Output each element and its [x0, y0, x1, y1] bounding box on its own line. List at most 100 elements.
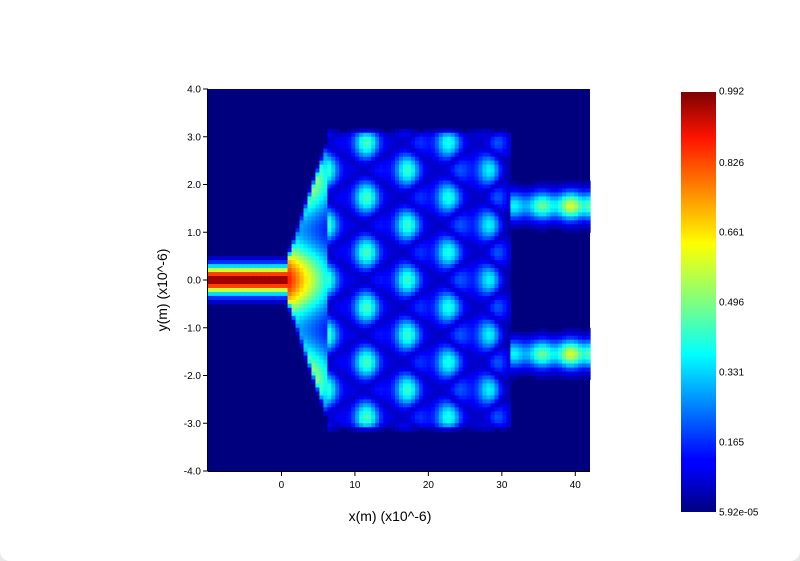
heatmap-cell — [522, 347, 527, 353]
heatmap-cell — [307, 359, 313, 365]
heatmap-cell — [343, 204, 348, 209]
heatmap-cell — [474, 248, 480, 253]
heatmap-cell — [442, 391, 448, 396]
heatmap-cell — [434, 196, 440, 202]
heatmap-cell — [470, 383, 476, 389]
heatmap-cell — [550, 343, 555, 349]
heatmap-cell — [315, 347, 321, 353]
heatmap-cell — [414, 220, 420, 225]
heatmap-cell — [522, 200, 527, 205]
heatmap-cell — [426, 335, 432, 341]
heatmap-cell — [458, 152, 464, 158]
heatmap-cell — [558, 220, 563, 225]
heatmap-cell — [410, 276, 416, 281]
heatmap-cell — [331, 291, 336, 297]
heatmap-cell — [367, 379, 372, 385]
heatmap-cell — [426, 144, 432, 150]
heatmap-cell — [426, 208, 432, 213]
heatmap-cell — [454, 252, 460, 257]
heatmap-cell — [255, 287, 261, 293]
heatmap-cell — [387, 415, 392, 420]
heatmap-cell — [387, 236, 392, 241]
heatmap-cell — [239, 260, 245, 265]
heatmap-cell — [550, 331, 555, 337]
heatmap-cell — [402, 407, 408, 412]
heatmap-cell — [371, 319, 376, 325]
heatmap-cell — [327, 244, 332, 249]
heatmap-cell — [347, 283, 352, 289]
heatmap-cell — [311, 299, 317, 305]
heatmap-cell — [406, 399, 412, 404]
heatmap-cell — [494, 148, 500, 154]
heatmap-cell — [430, 363, 436, 369]
heatmap-cell — [426, 343, 432, 349]
heatmap-cell — [482, 395, 488, 400]
heatmap-cell — [335, 216, 340, 221]
heatmap-cell — [426, 331, 432, 337]
heatmap-cell — [442, 172, 448, 178]
heatmap-cell — [526, 188, 531, 194]
heatmap-cell — [399, 379, 404, 385]
heatmap-cell — [426, 419, 432, 424]
heatmap-cell — [323, 192, 328, 198]
heatmap-cell — [351, 399, 356, 404]
heatmap-cell — [351, 228, 356, 233]
heatmap-cell — [375, 220, 380, 225]
heatmap-cell — [375, 339, 380, 345]
heatmap-cell — [426, 395, 432, 400]
heatmap-cell — [430, 184, 436, 190]
heatmap-cell — [426, 375, 432, 381]
heatmap-cell — [303, 224, 309, 229]
heatmap-cell — [478, 224, 484, 229]
heatmap-cell — [414, 156, 420, 162]
heatmap-cell — [395, 291, 400, 297]
heatmap-cell — [399, 347, 404, 353]
heatmap-cell — [438, 323, 444, 329]
heatmap-cell — [327, 248, 332, 253]
heatmap-cell — [454, 355, 460, 361]
heatmap-cell — [486, 327, 492, 333]
heatmap-cell — [383, 196, 388, 202]
heatmap-cell — [454, 200, 460, 205]
heatmap-cell — [327, 136, 332, 142]
heatmap-cell — [347, 144, 352, 150]
heatmap-cell — [486, 204, 492, 209]
heatmap-cell — [367, 387, 372, 393]
heatmap-cell — [379, 415, 384, 420]
heatmap-cell — [470, 295, 476, 301]
heatmap-cell — [410, 375, 416, 381]
heatmap-cell — [410, 140, 416, 146]
heatmap-cell — [554, 200, 559, 205]
heatmap-cell — [466, 192, 472, 198]
heatmap-cell — [387, 423, 392, 428]
heatmap-cell — [506, 172, 512, 178]
heatmap-cell — [558, 212, 563, 217]
heatmap-cell — [255, 283, 261, 289]
heatmap-cell — [391, 208, 396, 213]
heatmap-cell — [498, 283, 504, 289]
heatmap-cell — [371, 315, 376, 321]
heatmap-cell — [482, 168, 488, 174]
heatmap-cell — [355, 128, 360, 134]
heatmap-cell — [518, 347, 523, 353]
heatmap-cell — [367, 260, 372, 265]
heatmap-cell — [562, 180, 567, 186]
heatmap-cell — [470, 287, 476, 293]
heatmap-cell — [434, 272, 440, 277]
heatmap-cell — [387, 240, 392, 245]
heatmap-cell — [414, 327, 420, 333]
heatmap-cell — [371, 196, 376, 202]
heatmap-cell — [434, 427, 440, 432]
heatmap-cell — [287, 295, 293, 301]
heatmap-cell — [478, 351, 484, 357]
heatmap-cell — [303, 260, 309, 265]
heatmap-cell — [462, 379, 468, 385]
heatmap-cell — [367, 148, 372, 154]
heatmap-cell — [267, 268, 273, 273]
heatmap-cell — [446, 248, 452, 253]
heatmap-cell — [418, 160, 424, 166]
heatmap-cell — [406, 355, 412, 361]
heatmap-cell — [375, 299, 380, 305]
heatmap-cell — [379, 280, 384, 285]
heatmap-cell — [255, 291, 261, 297]
